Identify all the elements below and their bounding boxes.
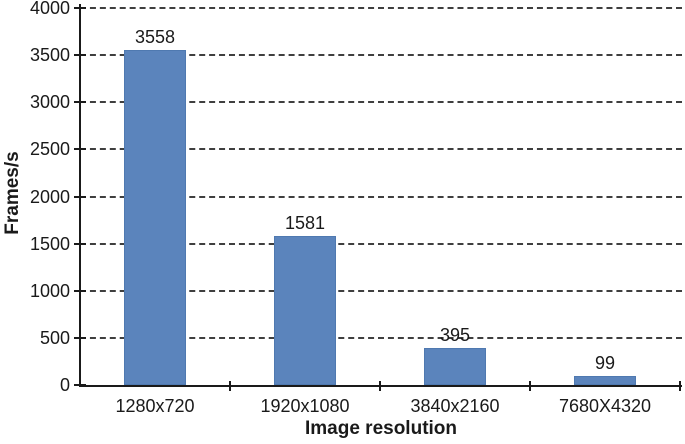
y-axis-tick-label: 1000 [29, 280, 70, 301]
x-axis-category-label: 1920x1080 [260, 396, 350, 416]
y-axis-tick-label: 2000 [29, 186, 70, 207]
x-axis-tick [379, 381, 381, 391]
plot-area: 3558 1581 395 99 [80, 7, 682, 385]
y-axis-tick [74, 148, 86, 151]
x-axis-category-label: 3840x2160 [410, 396, 500, 416]
gridline [80, 242, 682, 245]
y-axis-tick-label: 500 [39, 327, 70, 348]
y-axis-tick [74, 195, 86, 198]
y-axis-tick [74, 7, 86, 9]
y-axis-tick [74, 384, 86, 386]
y-axis-tick [74, 242, 86, 245]
y-axis-tick-label: 1500 [29, 233, 70, 254]
y-axis-tick-label: 2500 [29, 139, 70, 160]
x-axis-tick [679, 381, 681, 391]
bar [274, 236, 336, 385]
x-axis-category-label: 7680X4320 [558, 396, 652, 416]
y-axis-tick-label: 3000 [29, 92, 70, 113]
y-axis-tick [74, 289, 86, 292]
gridline [80, 289, 682, 292]
x-axis-title: Image resolution [304, 418, 458, 439]
y-axis-tick [74, 101, 86, 104]
y-axis-tick-label: 4000 [29, 0, 70, 18]
gridline [80, 148, 682, 151]
x-axis-tick [229, 381, 231, 391]
bar-value-label: 3558 [134, 26, 176, 47]
y-axis-tick [74, 336, 86, 339]
y-axis-tick-label: 3500 [29, 45, 70, 66]
gridline [80, 195, 682, 198]
x-axis-tick [529, 381, 531, 391]
gridline [80, 54, 682, 57]
bar [124, 49, 186, 385]
bar-value-label: 1581 [284, 213, 326, 233]
bar-value-label: 99 [594, 352, 616, 373]
bar-value-label: 395 [439, 324, 471, 345]
bar [424, 347, 486, 385]
bar [574, 375, 636, 385]
y-axis-tick-label: 0 [59, 375, 70, 395]
gridline [80, 101, 682, 104]
gridline [80, 336, 682, 339]
x-axis-category-label: 1280x720 [115, 396, 195, 416]
y-axis-tick [74, 54, 86, 57]
gridline [80, 7, 682, 9]
